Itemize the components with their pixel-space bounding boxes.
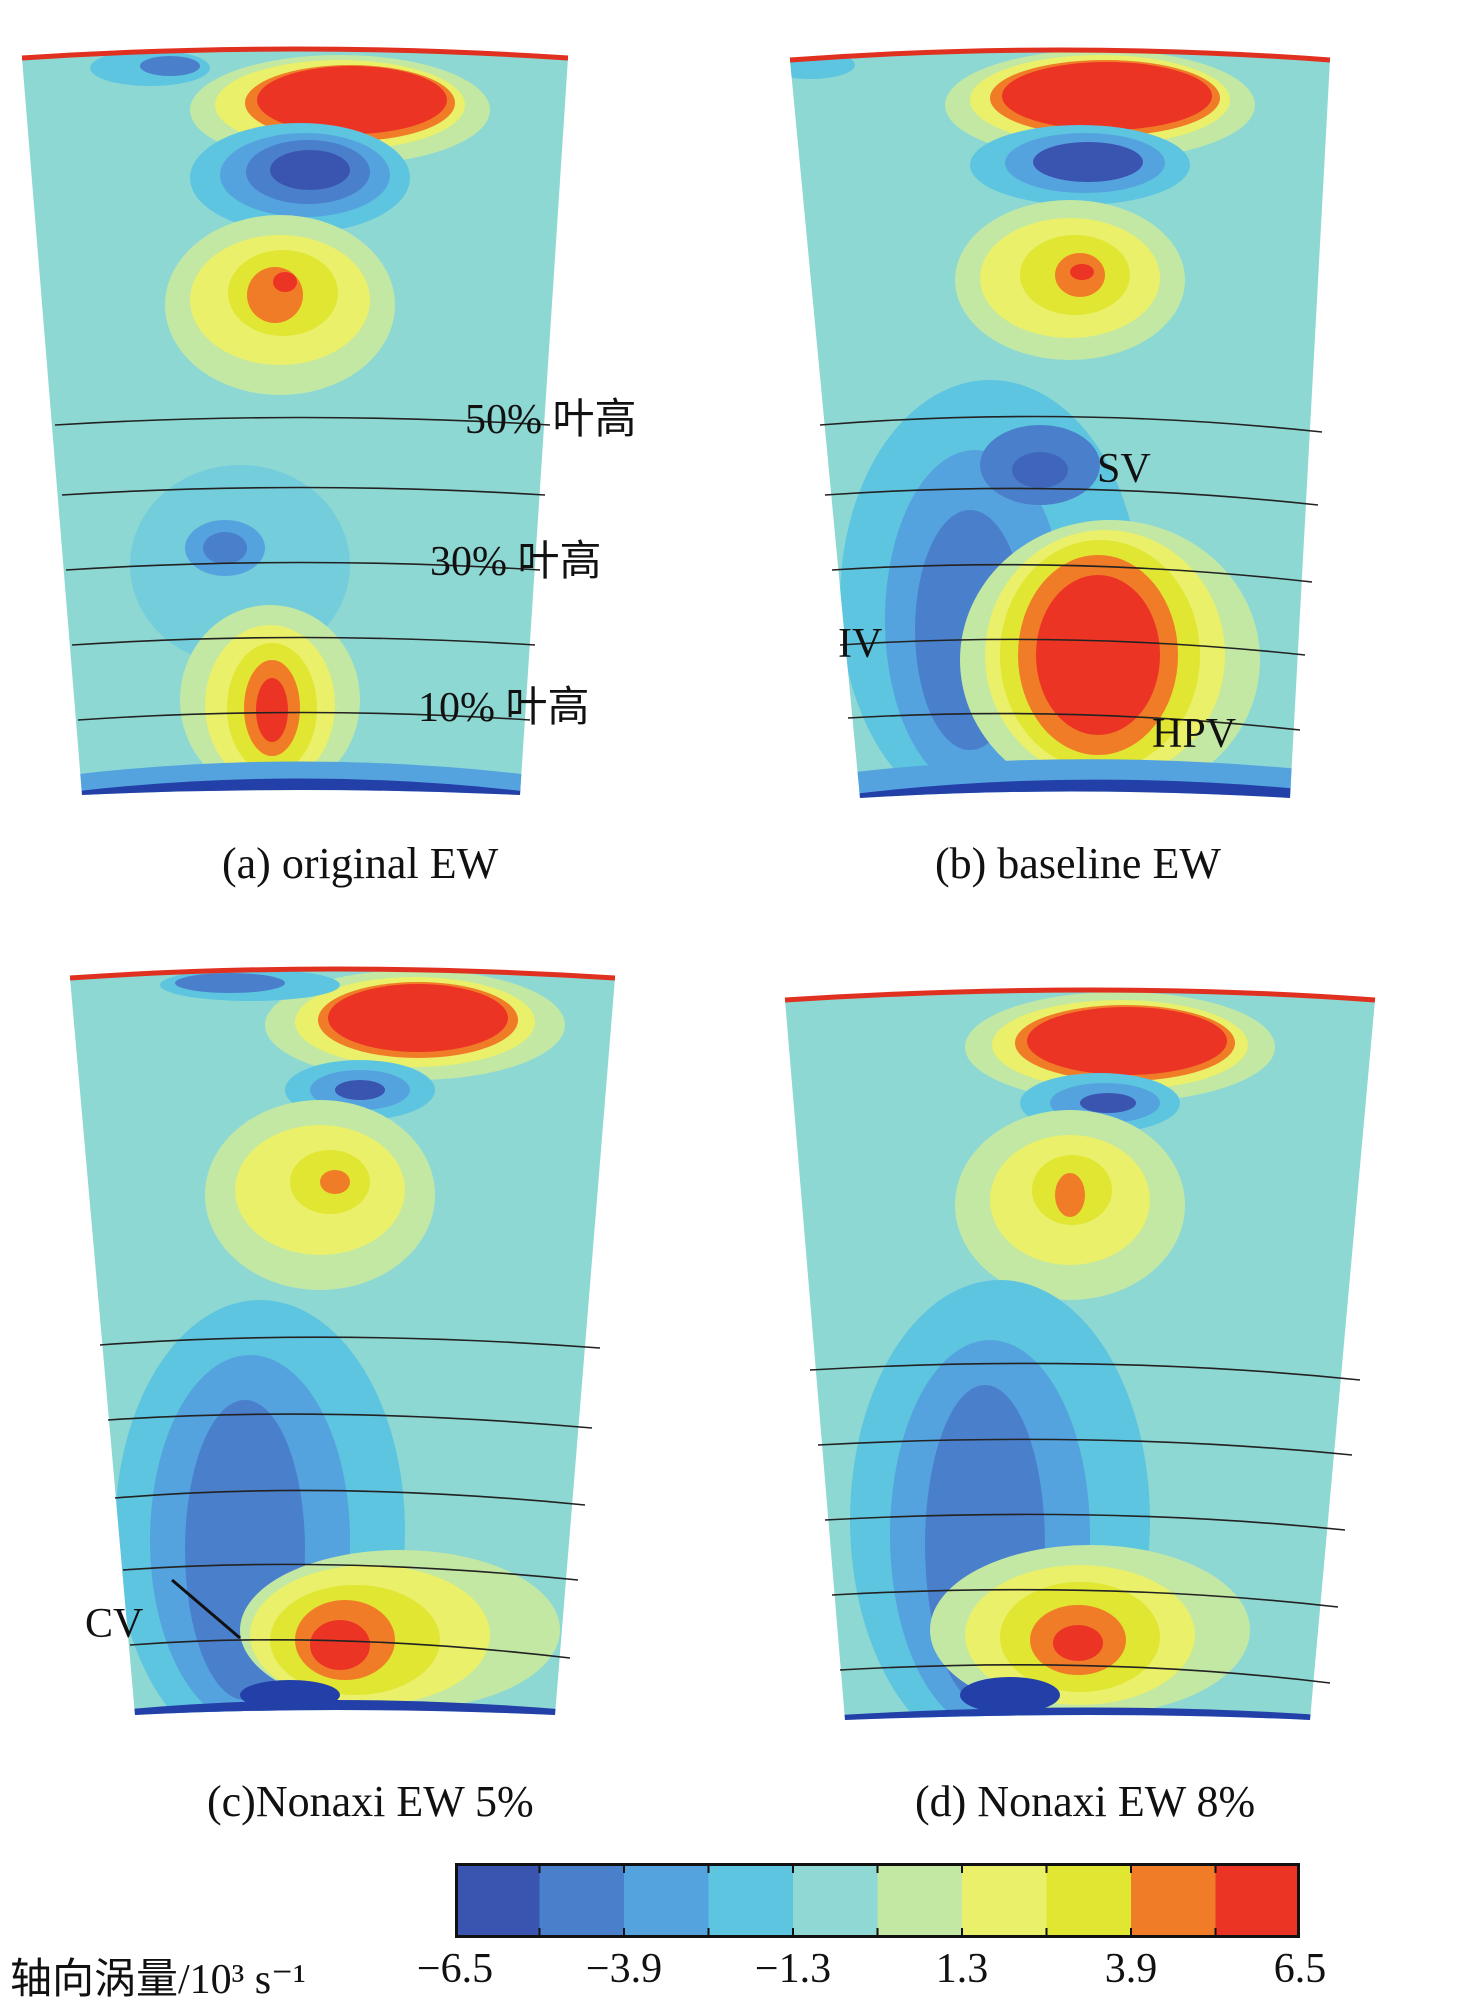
colorbar-tick-label: 1.3 bbox=[935, 1946, 989, 1992]
colorbar-tick-label: −1.3 bbox=[754, 1946, 832, 1992]
colorbar-swatch bbox=[1131, 1863, 1216, 1938]
colorbar-swatch bbox=[793, 1863, 878, 1938]
label-cv: CV bbox=[85, 1601, 144, 1647]
colorbar-label: 轴向涡量/10³ s⁻¹ bbox=[10, 1957, 306, 2003]
colorbar-swatch bbox=[962, 1863, 1047, 1938]
caption-c: (c)Nonaxi EW 5% bbox=[207, 1777, 534, 1826]
panel-a-contour bbox=[0, 0, 740, 830]
colorbar-tick-label: 3.9 bbox=[1104, 1946, 1158, 1992]
panel-b-contour bbox=[770, 0, 1476, 830]
colorbar-swatch bbox=[877, 1863, 963, 1938]
colorbar bbox=[455, 1863, 1300, 1938]
colorbar-tick-label: −3.9 bbox=[585, 1946, 663, 1992]
colorbar-swatch bbox=[455, 1863, 540, 1938]
colorbar-swatch bbox=[1046, 1863, 1132, 1938]
label-sv: SV bbox=[1097, 446, 1151, 492]
caption-a: (a) original EW bbox=[222, 839, 499, 888]
label-iv: IV bbox=[838, 621, 883, 667]
colorbar-tick-label: −6.5 bbox=[416, 1946, 494, 1992]
label-10-percent-height: 10% 叶高 bbox=[418, 685, 590, 731]
colorbar-swatch bbox=[539, 1863, 625, 1938]
cv-pointer-line bbox=[171, 1578, 241, 1640]
colorbar-swatch bbox=[1215, 1863, 1300, 1938]
caption-b: (b) baseline EW bbox=[935, 839, 1221, 888]
caption-d: (d) Nonaxi EW 8% bbox=[915, 1777, 1256, 1826]
panel-d-contour bbox=[760, 975, 1476, 1745]
colorbar-tick-label: 6.5 bbox=[1273, 1946, 1327, 1992]
panel-c-contour bbox=[0, 950, 740, 1730]
label-30-percent-height: 30% 叶高 bbox=[430, 539, 602, 585]
label-50-percent-height: 50% 叶高 bbox=[465, 397, 637, 443]
label-hpv: HPV bbox=[1152, 711, 1237, 757]
colorbar-swatch bbox=[624, 1863, 709, 1938]
colorbar-swatch bbox=[708, 1863, 794, 1938]
